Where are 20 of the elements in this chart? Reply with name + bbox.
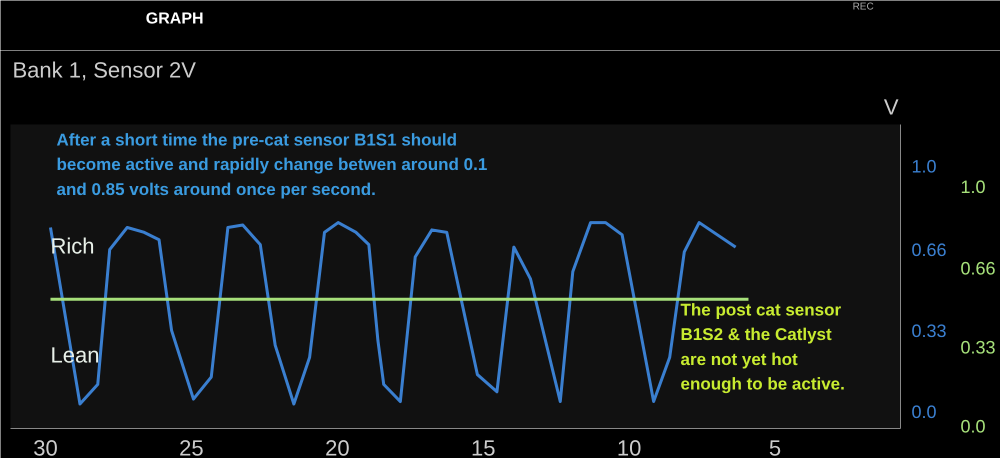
y-tick-label: 0.0 [912, 402, 937, 422]
x-tick-label: 30 [33, 436, 58, 458]
y-tick-label: 0.33 [912, 320, 947, 341]
x-tick-label: 20 [325, 436, 350, 458]
y2-tick-label: 0.66 [960, 258, 996, 279]
x-tick-label: 25 [179, 436, 204, 458]
annotation: The post cat sensor B1S2 & the Catlyst are not yet hot enough to be active. [680, 300, 845, 394]
text: GRAPH [146, 10, 204, 28]
x-tick-label: 15 [470, 436, 496, 458]
x-tick-label: 10 [616, 436, 642, 458]
y-tick-label: 0.66 [912, 240, 947, 260]
y-tick-label: 1.0 [912, 156, 937, 177]
y-axis-title: V [884, 94, 899, 120]
chart-title: Bank 1, Sensor 2V [12, 58, 196, 82]
text: REC [852, 2, 874, 12]
x-tick-label: 5 [768, 436, 782, 458]
y2-tick-label: 0.0 [960, 416, 986, 437]
annotation: After a short time the pre-cat sensor B1S1 should become active and rapidly change betwen around 0.1 and 0.85 volts around once per second. [56, 130, 488, 199]
y2-tick-label: 1.0 [960, 177, 986, 198]
y2-tick-label: 0.33 [960, 338, 996, 358]
